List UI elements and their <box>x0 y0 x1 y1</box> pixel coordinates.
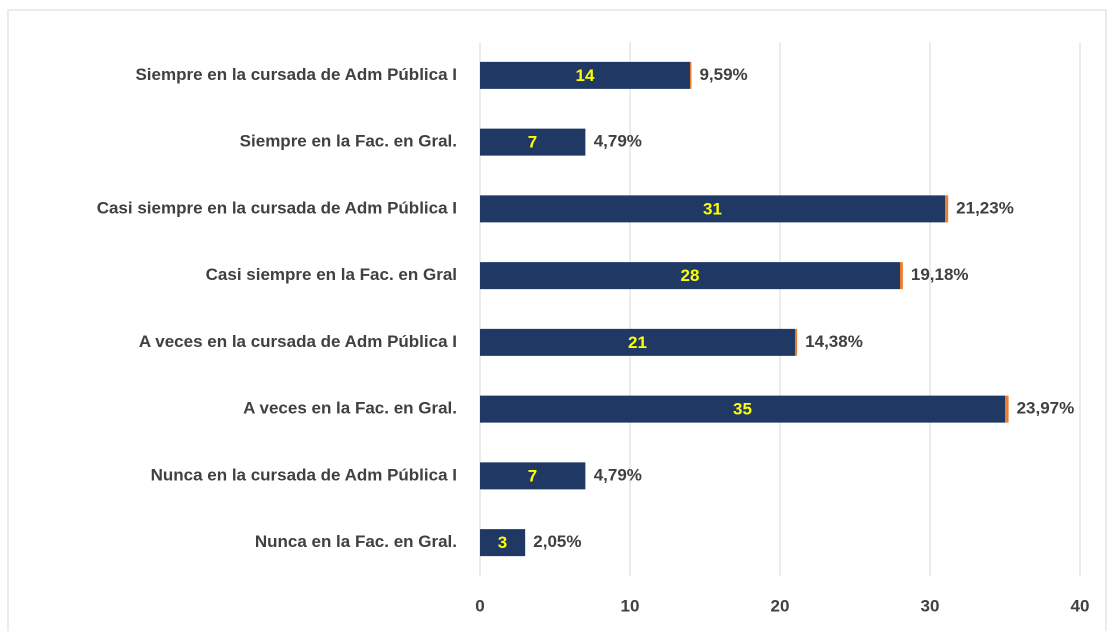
x-tick-label: 30 <box>921 596 940 615</box>
data-label: 14 <box>576 66 595 85</box>
bar <box>585 462 586 489</box>
data-label: 9,59% <box>699 65 747 84</box>
data-label: 23,97% <box>1017 399 1075 418</box>
data-label: 35 <box>733 400 752 419</box>
bar <box>585 129 586 156</box>
y-tick-label: A veces en la Fac. en Gral. <box>243 399 457 418</box>
x-tick-label: 20 <box>771 596 790 615</box>
bar <box>795 329 797 356</box>
data-label: 31 <box>703 199 722 218</box>
bar <box>900 262 903 289</box>
data-label: 14,38% <box>805 332 863 351</box>
data-label: 2,05% <box>533 532 581 551</box>
data-label: 4,79% <box>594 465 642 484</box>
bar <box>690 62 691 89</box>
y-tick-label: Casi siempre en la cursada de Adm Públic… <box>97 198 457 217</box>
data-label: 4,79% <box>594 132 642 151</box>
data-label: 28 <box>681 266 700 285</box>
bar <box>1005 396 1009 423</box>
x-tick-label: 0 <box>475 596 484 615</box>
y-tick-label: Siempre en la cursada de Adm Pública I <box>135 65 457 84</box>
bar <box>945 195 948 222</box>
data-label: 21 <box>628 333 647 352</box>
y-tick-label: A veces en la cursada de Adm Pública I <box>139 332 457 351</box>
data-label: 21,23% <box>956 198 1014 217</box>
data-label: 7 <box>528 133 537 152</box>
data-label: 7 <box>528 466 537 485</box>
y-tick-label: Nunca en la Fac. en Gral. <box>255 532 457 551</box>
x-tick-label: 40 <box>1071 596 1090 615</box>
y-tick-label: Casi siempre en la Fac. en Gral <box>206 265 457 284</box>
data-label: 19,18% <box>911 265 969 284</box>
x-tick-label: 10 <box>621 596 640 615</box>
y-tick-label: Siempre en la Fac. en Gral. <box>240 132 457 151</box>
data-label: 3 <box>498 533 507 552</box>
y-tick-label: Nunca en la cursada de Adm Pública I <box>151 465 457 484</box>
